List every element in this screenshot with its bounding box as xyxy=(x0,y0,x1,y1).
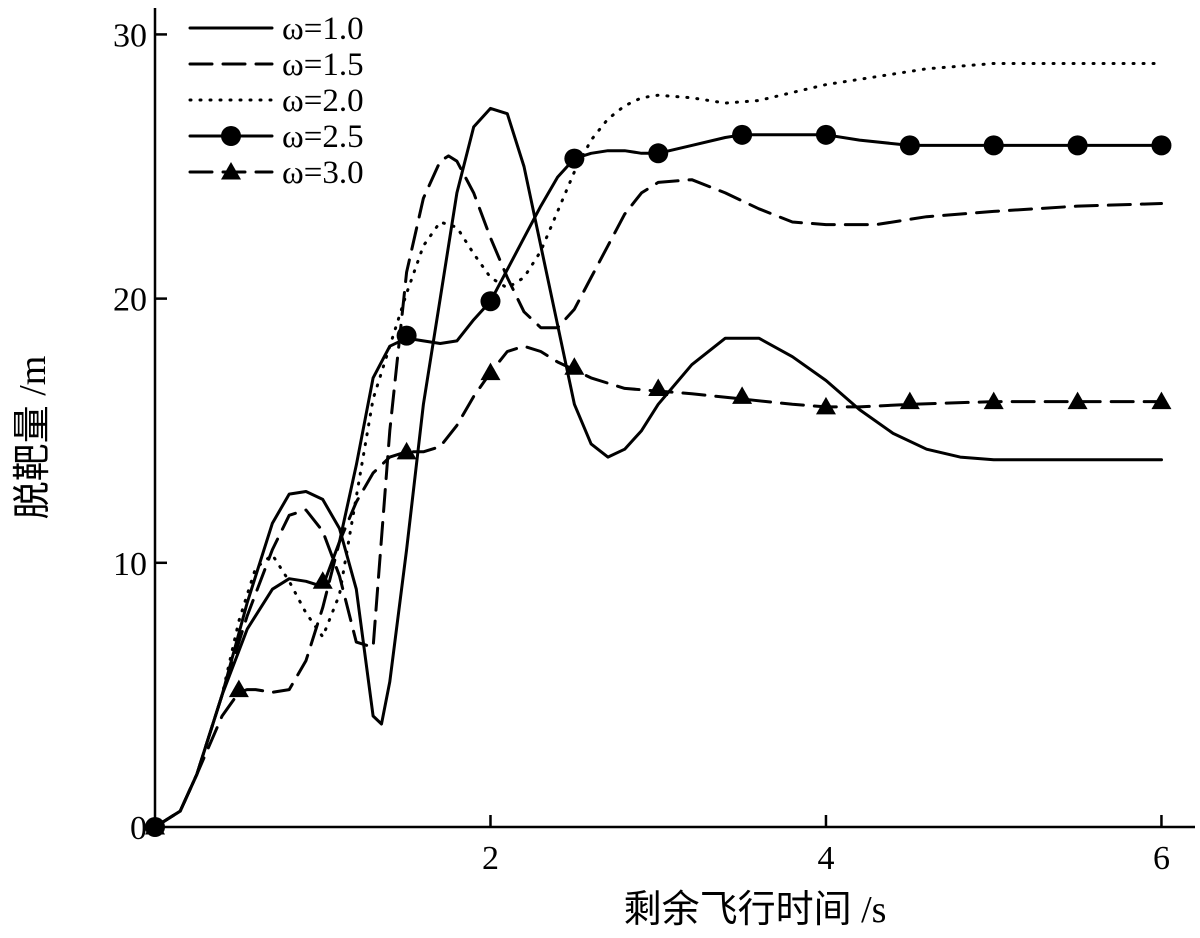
data-point-marker xyxy=(983,391,1004,410)
series-4 xyxy=(145,124,1172,837)
data-point-marker xyxy=(396,325,417,346)
y-tick-label: 0 xyxy=(130,810,147,847)
data-point-marker xyxy=(899,135,920,156)
data-point-marker xyxy=(228,679,249,698)
data-point-marker xyxy=(396,441,417,460)
x-tick-label: 2 xyxy=(482,840,499,877)
series-line xyxy=(153,133,1163,829)
legend-label: ω=1.5 xyxy=(282,47,364,83)
y-tick-label: 30 xyxy=(113,17,147,54)
x-tick-label: 4 xyxy=(817,840,834,877)
series-2 xyxy=(153,154,1163,829)
series-5 xyxy=(145,344,1172,835)
data-point-marker xyxy=(564,148,585,169)
legend-marker xyxy=(221,126,241,146)
data-point-marker xyxy=(564,357,585,375)
series-line xyxy=(153,344,1163,829)
y-axis-title: 脱靶量 /m xyxy=(12,356,54,520)
y-tick-label: 20 xyxy=(113,282,147,319)
legend-label: ω=1.0 xyxy=(282,11,364,47)
axes: 2 4 6 0 10 20 30 xyxy=(113,8,1195,877)
series-3 xyxy=(153,62,1163,829)
series-1 xyxy=(153,106,1163,829)
data-point-marker xyxy=(648,143,669,164)
x-axis-title: 剩余飞行时间 /s xyxy=(624,889,887,931)
data-point-marker xyxy=(312,571,333,589)
data-point-marker xyxy=(480,362,501,381)
data-point-marker xyxy=(648,378,669,396)
data-point-marker xyxy=(1151,391,1172,410)
series-line xyxy=(153,62,1163,829)
legend-label: ω=2.0 xyxy=(282,83,364,119)
data-point-marker xyxy=(815,124,836,145)
x-tick-label: 6 xyxy=(1153,840,1170,877)
legend-label: ω=3.0 xyxy=(282,155,364,191)
data-point-marker xyxy=(480,291,501,312)
legend-marker xyxy=(221,162,241,180)
data-point-marker xyxy=(1067,391,1088,410)
series-line xyxy=(153,154,1163,829)
legend-item: ω=1.0 xyxy=(188,11,364,47)
data-point-marker xyxy=(983,135,1004,156)
data-point-marker xyxy=(1151,135,1172,156)
data-point-marker xyxy=(732,386,753,404)
data-point-marker xyxy=(1067,135,1088,156)
legend: ω=1.0ω=1.5ω=2.0ω=2.5ω=3.0 xyxy=(188,11,364,191)
legend-label: ω=2.5 xyxy=(282,119,364,155)
data-point-marker xyxy=(899,391,920,410)
data-point-marker xyxy=(145,817,165,835)
data-point-marker xyxy=(815,396,836,415)
y-tick-label: 10 xyxy=(113,546,147,583)
legend-item: ω=2.0 xyxy=(188,83,364,119)
series-layer xyxy=(145,62,1172,837)
series-line xyxy=(153,106,1163,829)
legend-item: ω=3.0 xyxy=(188,155,364,191)
legend-item: ω=1.5 xyxy=(188,47,364,83)
legend-item: ω=2.5 xyxy=(188,119,364,155)
data-point-marker xyxy=(732,124,753,145)
